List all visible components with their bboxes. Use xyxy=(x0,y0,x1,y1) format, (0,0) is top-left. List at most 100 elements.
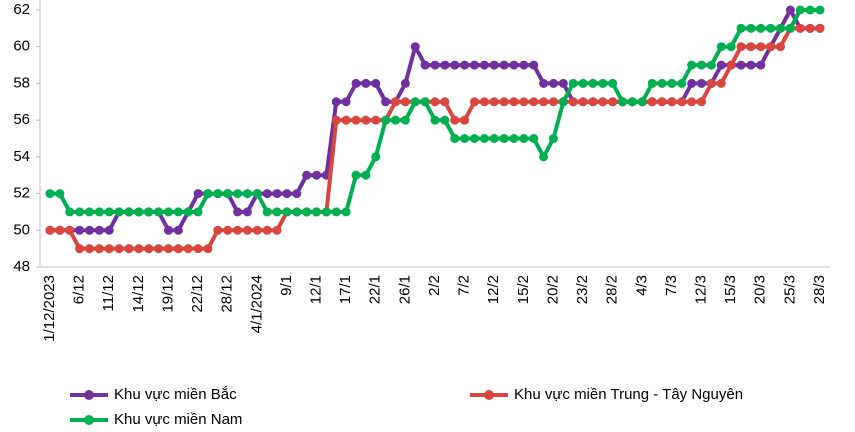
data-point xyxy=(776,42,786,52)
x-tick-label: 4/3 xyxy=(633,275,650,296)
data-point xyxy=(292,189,302,199)
series-line xyxy=(50,8,820,214)
data-point xyxy=(440,60,450,70)
x-tick-label: 14/12 xyxy=(130,275,147,313)
data-point xyxy=(144,207,154,217)
data-point xyxy=(124,207,134,217)
x-tick-label: 4/1/2024 xyxy=(248,275,265,333)
data-point xyxy=(539,152,549,162)
data-point xyxy=(391,115,401,125)
data-point xyxy=(706,78,716,88)
data-point xyxy=(65,207,75,217)
data-point xyxy=(657,78,667,88)
data-point xyxy=(697,60,707,70)
data-point xyxy=(509,97,519,107)
data-point xyxy=(499,60,509,70)
data-point xyxy=(776,23,786,33)
data-point xyxy=(252,225,262,235)
x-tick-label: 26/1 xyxy=(396,275,413,304)
y-tick-label: 50 xyxy=(13,221,30,238)
data-point xyxy=(529,97,539,107)
x-tick-label: 23/2 xyxy=(574,275,591,304)
data-point xyxy=(262,225,272,235)
y-tick-label: 62 xyxy=(13,1,30,18)
data-point xyxy=(193,244,203,254)
data-point xyxy=(657,97,667,107)
data-point xyxy=(746,42,756,52)
data-point xyxy=(440,115,450,125)
data-point xyxy=(568,97,578,107)
data-point xyxy=(548,78,558,88)
data-point xyxy=(539,78,549,88)
data-point xyxy=(736,60,746,70)
x-tick-label: 17/1 xyxy=(337,275,354,304)
data-point xyxy=(272,207,282,217)
y-tick-label: 52 xyxy=(13,185,30,202)
data-point xyxy=(173,207,183,217)
legend-label: Khu vực miền Bắc xyxy=(114,386,237,403)
data-point xyxy=(55,225,65,235)
data-point xyxy=(677,78,687,88)
data-point xyxy=(391,97,401,107)
data-point xyxy=(124,244,134,254)
x-tick-label: 2/2 xyxy=(426,275,443,296)
data-point xyxy=(558,97,568,107)
data-point xyxy=(163,225,173,235)
data-point xyxy=(420,97,430,107)
data-point xyxy=(154,244,164,254)
data-point xyxy=(815,23,825,33)
data-point xyxy=(233,189,243,199)
data-point xyxy=(381,115,391,125)
data-point xyxy=(489,134,499,143)
data-point xyxy=(430,115,440,125)
data-point xyxy=(163,207,173,217)
data-point xyxy=(637,97,647,107)
data-point xyxy=(242,225,252,235)
data-point xyxy=(213,225,223,235)
data-point xyxy=(450,115,460,125)
y-tick-label: 56 xyxy=(13,111,30,128)
x-tick-label: 28/2 xyxy=(604,275,621,304)
data-point xyxy=(785,23,795,33)
data-point xyxy=(331,97,341,107)
data-point xyxy=(608,97,618,107)
x-tick-label: 12/1 xyxy=(308,275,325,304)
data-point xyxy=(746,23,756,33)
data-point xyxy=(262,189,272,199)
data-point xyxy=(558,78,568,88)
data-point xyxy=(736,23,746,33)
legend-marker xyxy=(484,390,494,400)
data-point xyxy=(94,244,104,254)
data-point xyxy=(242,207,252,217)
data-point xyxy=(84,207,94,217)
data-point xyxy=(361,78,371,88)
data-point xyxy=(519,97,529,107)
x-tick-label: 20/2 xyxy=(544,275,561,304)
data-point xyxy=(321,207,331,217)
data-point xyxy=(400,97,410,107)
data-point xyxy=(410,97,420,107)
x-tick-label: 28/12 xyxy=(219,275,236,313)
data-point xyxy=(351,78,361,88)
data-point xyxy=(183,207,193,217)
data-point xyxy=(697,97,707,107)
data-point xyxy=(193,207,203,217)
y-tick-label: 54 xyxy=(13,148,30,165)
data-point xyxy=(252,189,262,199)
data-point xyxy=(154,207,164,217)
x-tick-label: 19/12 xyxy=(159,275,176,313)
data-point xyxy=(173,225,183,235)
data-point xyxy=(341,207,351,217)
data-point xyxy=(282,207,292,217)
data-point xyxy=(766,23,776,33)
data-point xyxy=(687,97,697,107)
data-point xyxy=(795,5,805,15)
x-tick-label: 7/3 xyxy=(663,275,680,296)
data-point xyxy=(193,189,203,199)
data-point xyxy=(84,225,94,235)
data-point xyxy=(361,170,371,180)
data-point xyxy=(716,42,726,52)
data-point xyxy=(795,23,805,33)
data-point xyxy=(410,42,420,52)
